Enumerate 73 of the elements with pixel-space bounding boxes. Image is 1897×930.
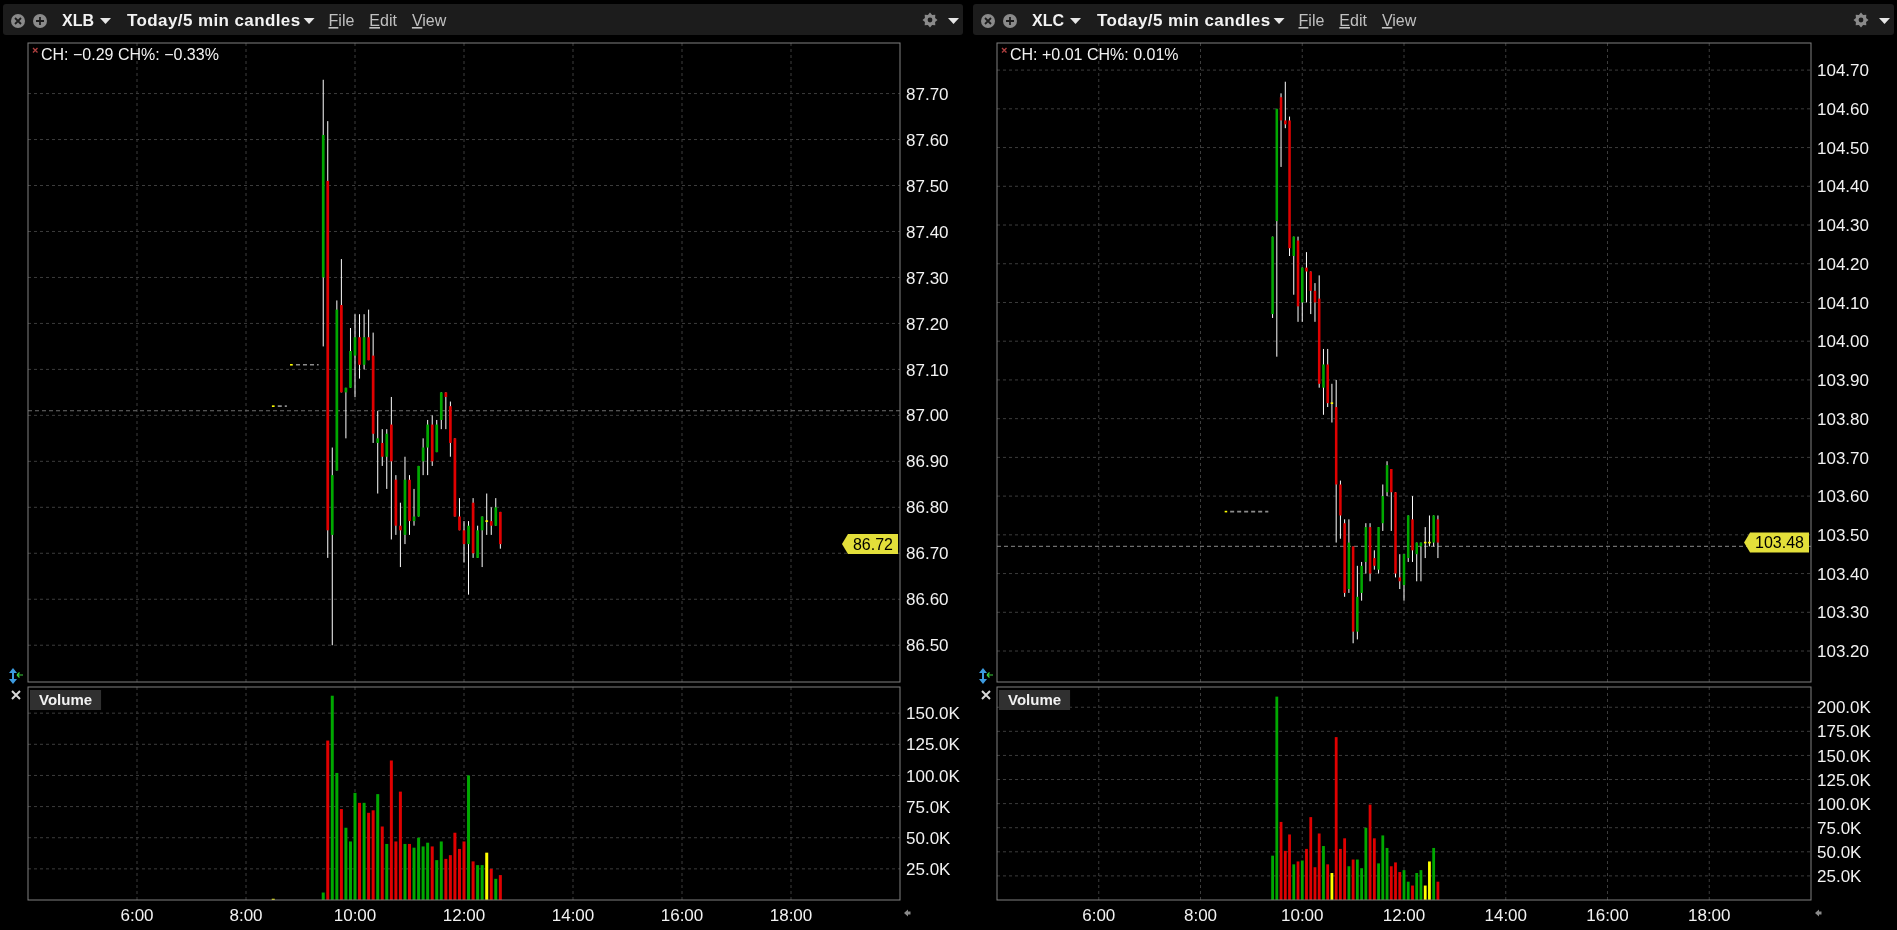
y-tick-label: 87.50 [906, 176, 949, 196]
x-tick-label: 6:00 [1082, 906, 1116, 925]
text: Edit [1339, 12, 1368, 29]
text: View [1381, 12, 1417, 29]
y-tick-label: 75.0K [906, 797, 952, 817]
y-tick-label: 104.70 [1817, 61, 1869, 81]
y-tick-label: 25.0K [906, 859, 952, 879]
y-tick-label: 86.90 [906, 452, 949, 472]
x-tick-label: 16:00 [660, 906, 704, 925]
y-tick-label: 100.0K [1817, 794, 1872, 814]
y-tick-label: 104.20 [1817, 254, 1869, 274]
y-tick-label: 87.70 [906, 84, 949, 104]
y-tick-label: 103.40 [1817, 564, 1869, 584]
y-tick-label: 150.0K [906, 704, 961, 724]
y-tick-label: 87.30 [906, 268, 949, 288]
x-tick-label: 6:00 [120, 906, 154, 925]
y-tick-label: 86.80 [906, 498, 949, 518]
y-tick-label: 86.60 [906, 590, 949, 610]
chart-title: XLC [1032, 12, 1065, 29]
y-tick-label: 86.70 [906, 544, 949, 564]
annotation: 86.72 [852, 535, 894, 553]
x-tick-label: 10:00 [1280, 906, 1324, 925]
y-tick-label: 50.0K [906, 828, 952, 848]
y-tick-label: 104.00 [1817, 332, 1869, 352]
y-tick-label: 103.90 [1817, 371, 1869, 391]
x-tick-label: 14:00 [551, 906, 595, 925]
y-tick-label: 104.30 [1817, 216, 1869, 236]
y-tick-label: 103.20 [1817, 642, 1869, 662]
y-tick-label: 125.0K [1817, 770, 1872, 790]
y-tick-label: 87.10 [906, 360, 949, 380]
y-tick-label: 75.0K [1817, 818, 1863, 838]
annotation: CH: +0.01 CH%: 0.01% [1010, 46, 1179, 63]
chart-title: Volume [39, 691, 93, 708]
text: File [328, 12, 355, 29]
text: Edit [369, 12, 398, 29]
text: File [1298, 12, 1325, 29]
y-tick-label: 104.60 [1817, 99, 1869, 119]
y-tick-label: 125.0K [906, 735, 961, 755]
y-tick-label: 87.20 [906, 314, 949, 334]
chart-subtitle: Today/5 min candles [1097, 11, 1271, 30]
x-tick-label: 14:00 [1484, 906, 1528, 925]
y-tick-label: 150.0K [1817, 746, 1872, 766]
x-tick-label: 18:00 [769, 906, 813, 925]
x-tick-label: 8:00 [229, 906, 263, 925]
y-tick-label: 103.30 [1817, 603, 1869, 623]
annotation: CH: −0.29 CH%: −0.33% [41, 46, 219, 63]
x-tick-label: 12:00 [1382, 906, 1426, 925]
chart-title: Volume [1008, 691, 1062, 708]
y-tick-label: 104.50 [1817, 138, 1869, 158]
y-tick-label: 103.60 [1817, 487, 1869, 507]
text: View [411, 12, 447, 29]
y-tick-label: 50.0K [1817, 842, 1863, 862]
chart-subtitle: Today/5 min candles [127, 11, 301, 30]
x-tick-label: 18:00 [1687, 906, 1731, 925]
y-tick-label: 175.0K [1817, 722, 1872, 742]
y-tick-label: 200.0K [1817, 698, 1872, 718]
y-tick-label: 100.0K [906, 766, 961, 786]
x-tick-label: 16:00 [1586, 906, 1629, 925]
y-tick-label: 103.50 [1817, 525, 1869, 545]
annotation: 103.48 [1755, 534, 1805, 552]
x-tick-label: 8:00 [1183, 906, 1218, 925]
x-tick-label: 12:00 [442, 906, 486, 925]
y-tick-label: 25.0K [1817, 867, 1863, 887]
chart-title: XLB [62, 12, 94, 29]
y-tick-label: 104.10 [1817, 293, 1869, 313]
y-tick-label: 87.40 [906, 222, 949, 242]
y-tick-label: 104.40 [1817, 177, 1869, 197]
y-tick-label: 103.80 [1817, 409, 1869, 429]
y-tick-label: 87.00 [906, 406, 949, 426]
x-tick-label: 10:00 [333, 906, 377, 925]
y-tick-label: 103.70 [1817, 448, 1869, 468]
y-tick-label: 87.60 [906, 130, 949, 150]
y-tick-label: 86.50 [906, 636, 949, 656]
